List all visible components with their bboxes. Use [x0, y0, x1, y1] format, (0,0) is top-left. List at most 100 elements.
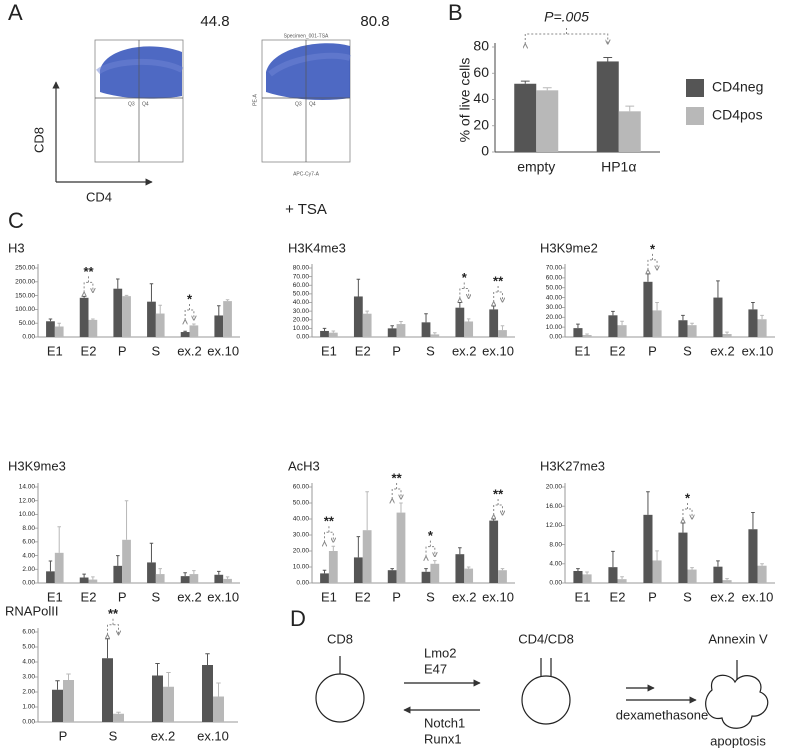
error-bar — [625, 105, 635, 112]
x-tick-label: S — [426, 343, 435, 358]
bar — [353, 296, 363, 337]
error-bar — [116, 711, 121, 714]
flow-value: 44.8 — [200, 13, 229, 30]
bar — [362, 530, 372, 583]
significance-bracket — [325, 531, 334, 542]
flow-cloud — [96, 59, 184, 75]
error-bar — [149, 283, 154, 302]
significance-label: * — [428, 528, 434, 543]
x-tick-label: E2 — [355, 343, 371, 358]
y-tick-label: 4.00 — [22, 552, 35, 559]
bar — [573, 571, 583, 583]
bar — [652, 310, 662, 337]
significance-label: ** — [493, 486, 504, 501]
significance-label: * — [187, 291, 193, 306]
significance-bracket — [185, 309, 194, 320]
error-bar — [500, 325, 505, 331]
factor: Lmo2 — [424, 645, 457, 660]
x-tick-label: E1 — [321, 589, 337, 604]
bar — [54, 552, 64, 583]
bar — [722, 334, 732, 337]
y-tick-label: 60 — [473, 64, 489, 80]
error-bar — [491, 305, 496, 310]
x-tick-label: E2 — [355, 589, 371, 604]
y-tick-label: 16.00 — [546, 503, 563, 510]
y-tick-label: 60.00 — [546, 275, 563, 282]
x-tick-label: ex.10 — [197, 728, 229, 743]
x-tick-label: empty — [517, 159, 555, 175]
x-tick-label: P — [118, 343, 127, 358]
chart-title: H3 — [8, 240, 25, 255]
y-tick-label: 80 — [473, 38, 489, 54]
error-bar — [424, 313, 428, 323]
x-tick-label: S — [683, 343, 692, 358]
bar — [155, 313, 165, 337]
y-tick-label: 40.00 — [293, 516, 310, 523]
bar — [643, 281, 653, 337]
y-tick-label: 30.00 — [546, 304, 563, 311]
error-bar — [216, 682, 221, 697]
bar — [617, 325, 627, 337]
chart-title: RNAPolII — [5, 603, 58, 618]
y-tick-label: 2.00 — [22, 689, 35, 696]
legend-label: CD4neg — [712, 79, 763, 95]
bar — [63, 680, 74, 722]
legend-swatch — [686, 79, 704, 97]
bar — [79, 577, 89, 583]
panel-label: D — [290, 606, 306, 631]
error-bar — [655, 302, 659, 311]
error-bar — [331, 545, 336, 551]
diagram — [315, 656, 769, 729]
flow-axis-label: APC-Cy7-A — [293, 171, 320, 177]
significance-bracket — [648, 259, 657, 270]
quadrant-label: Q4 — [142, 101, 149, 107]
bar — [88, 319, 98, 337]
flow-axis-label: PE-A — [252, 94, 258, 106]
bar — [713, 566, 723, 583]
error-bar — [611, 550, 615, 568]
y-tick-label: 50.00 — [19, 320, 36, 327]
bar — [687, 569, 697, 583]
significance-label: ** — [324, 514, 335, 529]
panel-label: A — [8, 0, 23, 25]
y-tick-label: 20.00 — [546, 484, 563, 491]
error-bar — [433, 332, 437, 335]
significance-label: ** — [83, 264, 94, 279]
x-tick-label: E1 — [321, 343, 337, 358]
error-bar — [576, 568, 580, 571]
bar — [455, 307, 465, 337]
y-tick-label: 8.00 — [549, 541, 562, 548]
y-tick-label: 1.00 — [22, 704, 35, 711]
bar — [757, 565, 767, 583]
significance-label: ** — [108, 606, 119, 621]
y-tick-label: 12.00 — [546, 522, 563, 529]
error-bar — [116, 555, 120, 566]
error-bar — [433, 560, 437, 564]
outcome: apoptosis — [710, 733, 766, 748]
error-bar — [116, 278, 120, 289]
y-tick-label: 50.00 — [293, 291, 310, 298]
bar — [79, 297, 89, 337]
bar — [757, 319, 767, 337]
y-tick-label: 50.00 — [546, 284, 563, 291]
bar — [320, 573, 329, 583]
y-tick-label: 30.00 — [293, 308, 310, 315]
error-bar — [576, 323, 580, 329]
y-tick-label: 0 — [481, 143, 489, 159]
error-bar — [716, 560, 720, 567]
bar — [573, 328, 583, 337]
chart-title: AcH3 — [288, 458, 320, 473]
error-bar — [585, 333, 589, 336]
factor: Notch1 — [424, 715, 465, 730]
y-tick-label: 60.00 — [293, 484, 310, 491]
x-tick-label: S — [151, 343, 160, 358]
significance-bracket — [108, 624, 119, 635]
y-tick-label: 0.00 — [296, 334, 309, 341]
y-tick-label: 6.00 — [22, 539, 35, 546]
y-tick-label: 0.00 — [549, 580, 562, 587]
chart-title: H3K9me2 — [540, 240, 598, 255]
bar — [421, 322, 431, 337]
bar — [362, 313, 372, 337]
bar — [189, 325, 199, 337]
significance-bracket — [84, 281, 93, 292]
